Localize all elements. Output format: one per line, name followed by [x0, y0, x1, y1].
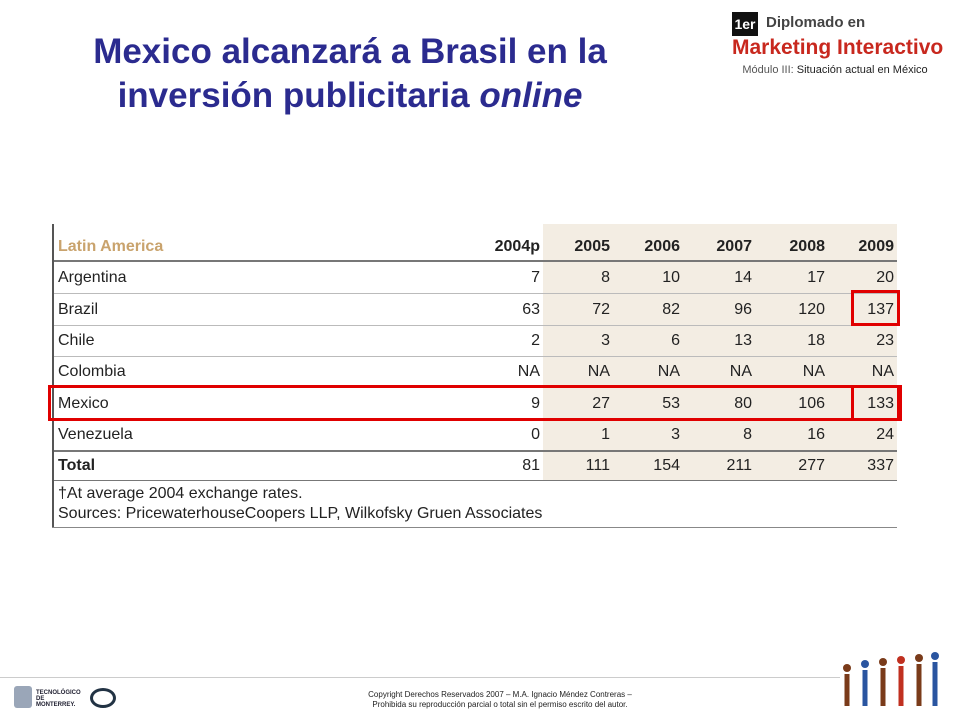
table-cell: Colombia [58, 363, 126, 381]
table-cell: 8 [601, 269, 610, 287]
table-cell: 154 [653, 457, 680, 475]
header-cell: 2009 [858, 238, 894, 255]
shaded-columns [543, 224, 897, 480]
table-cell: 106 [798, 394, 825, 412]
iab-logo [90, 688, 116, 708]
title-italic: online [479, 76, 583, 115]
table-cell: Chile [58, 331, 95, 349]
table-cell: 27 [592, 394, 610, 412]
table-cell: 23 [876, 331, 894, 349]
footnote: Sources: PricewaterhouseCoopers LLP, Wil… [58, 505, 543, 523]
table-cell: 1 [601, 425, 610, 443]
tec-text: TECNOLÓGICO DE MONTERREY. [36, 690, 81, 708]
logo-line1: Diplomado en [766, 14, 866, 31]
bottom-border [52, 527, 897, 528]
highlight-mexico [48, 385, 902, 421]
table-cell: 72 [592, 300, 610, 318]
highlight-mexico-2009 [851, 385, 900, 421]
table-cell: 8 [743, 425, 752, 443]
table-cell: 133 [867, 394, 894, 412]
highlight-brazil-2009 [851, 290, 900, 326]
copyright-line: Prohibida su reproducción parcial o tota… [372, 700, 628, 709]
header-cell: 2006 [644, 238, 680, 255]
header-cell: 2005 [574, 238, 610, 255]
header-cell: 2008 [789, 238, 825, 255]
table-cell: 9 [531, 394, 540, 412]
table-cell: 80 [734, 394, 752, 412]
table-cell: 63 [522, 300, 540, 318]
table-cell: 337 [867, 457, 894, 475]
table-cell: 20 [876, 269, 894, 287]
table-cell: Brazil [58, 300, 99, 318]
logo-badge: 1er [732, 12, 758, 36]
table-cell: Argentina [58, 269, 127, 287]
table-cell: 120 [798, 300, 825, 318]
module-label: Módulo III: [742, 64, 794, 76]
table-cell: 111 [585, 457, 610, 475]
table-cell: 10 [662, 269, 680, 287]
table-cell: Mexico [58, 394, 109, 412]
table-cell: 6 [671, 331, 680, 349]
title-main: Mexico alcanzará a Brasil en la inversió… [93, 32, 607, 115]
table-cell: 13 [734, 331, 752, 349]
table-cell: 53 [662, 394, 680, 412]
table-cell: 96 [734, 300, 752, 318]
table-cell: 18 [807, 331, 825, 349]
table-cell: 7 [531, 269, 540, 287]
left-border [52, 224, 54, 528]
table-cell: 2 [531, 331, 540, 349]
table-cell: 81 [522, 457, 540, 475]
table-cell: 137 [867, 300, 894, 318]
footnote-rule [54, 480, 897, 482]
table-cell: 17 [807, 269, 825, 287]
table-cell: NA [729, 363, 752, 381]
logo-module: Módulo III: Situación actual en México [740, 64, 930, 77]
tec-logo [14, 686, 32, 708]
people-logo [843, 652, 939, 706]
table-cell: Venezuela [58, 425, 133, 443]
table-cell: Total [58, 457, 96, 475]
table-cell: 0 [531, 425, 540, 443]
total-rule [54, 449, 897, 452]
table-cell: 3 [601, 331, 610, 349]
table-cell: 211 [726, 457, 752, 475]
header-cell: 2004p [494, 238, 540, 255]
copyright-line: Copyright Derechos Reservados 2007 – M.A… [368, 690, 632, 699]
footnote: †At average 2004 exchange rates. [58, 485, 303, 503]
table-cell: NA [657, 363, 680, 381]
module-topic: Situación actual en México [796, 64, 928, 76]
table-cell: 3 [671, 425, 680, 443]
footer-rule [0, 677, 840, 678]
row-rule [54, 324, 897, 326]
logo-line2: Marketing Interactivo [732, 36, 944, 59]
table-cell: 16 [807, 425, 825, 443]
header-rule [54, 260, 897, 263]
row-rule [54, 293, 897, 295]
table-cell: 14 [734, 269, 752, 287]
row-rule [54, 355, 897, 357]
header-cell: Latin America [58, 238, 164, 255]
table-cell: 277 [798, 457, 825, 475]
copyright: Copyright Derechos Reservados 2007 – M.A… [300, 690, 700, 710]
table-cell: NA [587, 363, 610, 381]
header-cell: 2007 [716, 238, 752, 255]
slide-title: Mexico alcanzará a Brasil en la inversió… [20, 30, 680, 118]
table-cell: 82 [662, 300, 680, 318]
table-cell: NA [802, 363, 825, 381]
table-cell: NA [517, 363, 540, 381]
table-cell: 24 [876, 425, 894, 443]
table-cell: NA [871, 363, 894, 381]
